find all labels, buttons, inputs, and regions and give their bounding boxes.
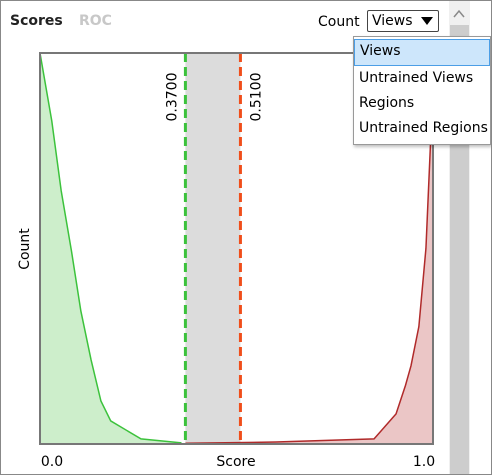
tab[interactable]: Scores [10,13,63,29]
dropdown-list: Views Untrained Views Regions Untrained Reg… [353,36,491,145]
x-tick-label: 1.0 [413,454,435,470]
threshold-label: 0.5100 [248,73,264,122]
tab[interactable]: ROC [79,13,112,29]
plot-frame [39,52,434,445]
area-fill [185,53,433,444]
select-value: Views [372,13,413,29]
count-label: Count [318,14,360,30]
threshold-band [185,53,241,444]
dropdown-option[interactable]: Regions [359,95,415,111]
threshold-label: 0.3700 [164,73,180,122]
dropdown-arrow [421,17,433,25]
dropdown-option[interactable]: Views [354,39,490,66]
x-tick-label: 0.0 [41,454,63,470]
dropdown-option[interactable]: Untrained Views [359,70,474,86]
area-fill [40,53,182,444]
x-axis-label: Score [216,454,255,470]
area-line [39,52,182,444]
dropdown-option[interactable]: Untrained Regions [359,120,488,136]
area-line [185,52,434,444]
view-select[interactable]: Views [367,10,439,32]
y-axis-label: Count [17,228,33,270]
scroll-up[interactable] [453,9,465,18]
